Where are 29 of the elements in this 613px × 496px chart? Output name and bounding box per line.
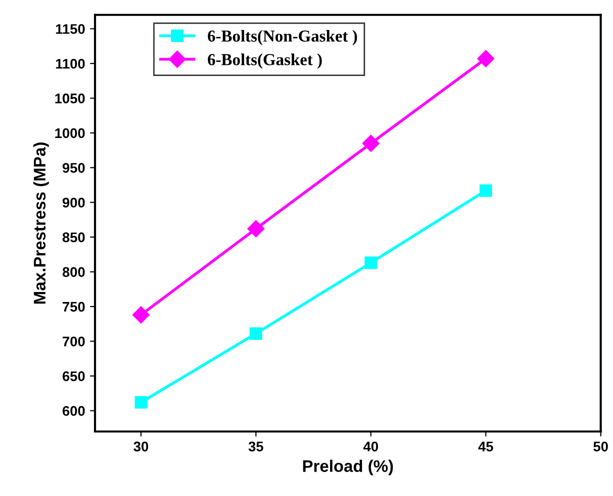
point [480,184,492,197]
y-tick-label: 900 [62,198,85,208]
point [250,327,262,340]
point [477,50,494,68]
y-axis-title: Max.Prestress (MPa) [33,142,49,304]
y-tick-label: 750 [62,302,85,312]
x-tick-label: 50 [593,442,608,452]
point [132,306,150,324]
x-axis-title: Preload (%) [303,460,393,476]
point [364,256,378,270]
point [247,220,264,238]
legend-label: 6-Bolts(Gasket ) [208,54,322,69]
x-tick-label: 30 [134,442,148,452]
y-tick-label: 700 [62,336,85,346]
x-tick-label: 45 [478,442,494,452]
point [362,134,380,152]
y-tick-label: 800 [62,267,85,277]
y-tick-label: 850 [62,232,85,242]
point [134,396,148,409]
x-tick-label: 35 [248,442,264,452]
y-tick-label: 1150 [56,24,85,34]
y-tick-label: 950 [62,162,85,173]
x-tick-label: 40 [363,442,378,452]
y-tick-label: 1000 [55,128,85,138]
y-tick-label: 600 [62,406,85,416]
y-tick-label: 1050 [55,94,85,104]
y-tick-label: 1100 [56,58,85,69]
y-tick-label: 650 [62,371,85,382]
legend-label: 6-Bolts(Non-Gasket ) [208,30,357,46]
